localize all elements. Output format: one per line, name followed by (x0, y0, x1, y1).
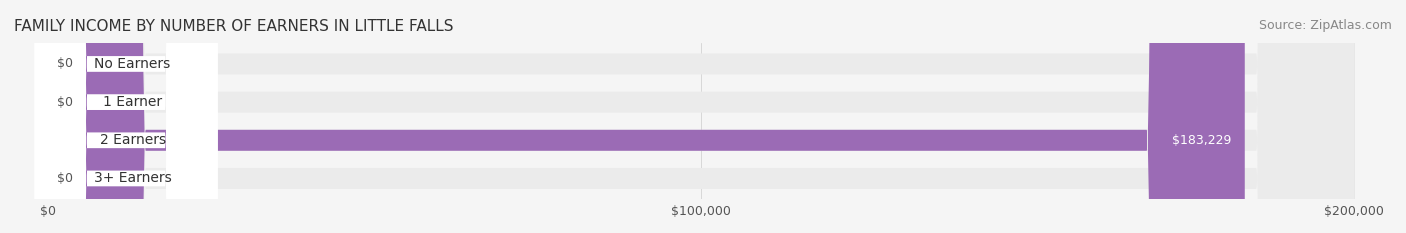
Text: 1 Earner: 1 Earner (103, 95, 162, 109)
FancyBboxPatch shape (48, 0, 1354, 233)
FancyBboxPatch shape (35, 0, 218, 233)
FancyBboxPatch shape (48, 0, 1354, 233)
Text: 2 Earners: 2 Earners (100, 133, 166, 147)
FancyBboxPatch shape (35, 0, 218, 233)
Text: FAMILY INCOME BY NUMBER OF EARNERS IN LITTLE FALLS: FAMILY INCOME BY NUMBER OF EARNERS IN LI… (14, 19, 454, 34)
Text: 3+ Earners: 3+ Earners (94, 171, 172, 185)
FancyBboxPatch shape (48, 0, 1244, 233)
FancyBboxPatch shape (48, 0, 1354, 233)
FancyBboxPatch shape (48, 0, 1354, 233)
FancyBboxPatch shape (35, 0, 218, 233)
Text: $0: $0 (58, 58, 73, 70)
Text: $0: $0 (58, 96, 73, 109)
Text: $0: $0 (58, 172, 73, 185)
Text: Source: ZipAtlas.com: Source: ZipAtlas.com (1258, 19, 1392, 32)
Text: No Earners: No Earners (94, 57, 170, 71)
FancyBboxPatch shape (35, 0, 218, 233)
Text: $183,229: $183,229 (1173, 134, 1232, 147)
